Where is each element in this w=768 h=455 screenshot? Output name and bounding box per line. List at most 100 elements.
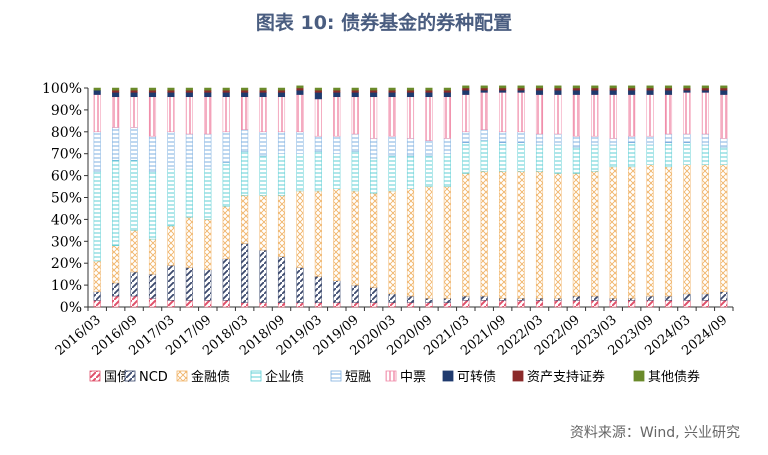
bar-segment: [277, 87, 286, 91]
bar-segment: [130, 92, 138, 98]
bar-segment: [296, 267, 304, 303]
bar-segment: [664, 85, 673, 89]
bar-segment: [646, 135, 654, 146]
bar-segment: [683, 133, 691, 144]
bar-segment: [554, 87, 562, 91]
bar-segment: [701, 144, 709, 165]
bar-segment: [425, 140, 433, 157]
bar-segment: [185, 168, 193, 218]
legend-swatch: [633, 370, 645, 382]
bar-segment: [646, 295, 654, 301]
bar-segment: [204, 219, 212, 271]
bar-segment: [370, 96, 378, 139]
bar-segment: [314, 276, 322, 303]
bar-segment: [462, 295, 470, 301]
bar-segment: [572, 135, 580, 148]
bar-segment: [185, 89, 193, 93]
bar-segment: [370, 192, 378, 288]
bar-segment: [167, 265, 175, 301]
bar-segment: [370, 302, 378, 308]
legend-label: 短融: [345, 370, 371, 385]
bar-segment: [480, 295, 488, 301]
bar-segment: [609, 89, 617, 95]
legend-swatch: [385, 370, 397, 382]
bar-segment: [535, 89, 544, 95]
bar-segment: [112, 96, 120, 128]
bar-segment: [296, 94, 304, 133]
bar-segment: [406, 89, 415, 93]
bar-segment: [664, 166, 673, 297]
bar-segment: [93, 291, 101, 301]
bar-segment: [204, 269, 212, 301]
bar-segment: [406, 302, 415, 308]
bar-segment: [351, 284, 359, 303]
bar-segment: [93, 94, 101, 133]
bar-segment: [646, 87, 654, 91]
bar-segment: [222, 258, 230, 301]
y-tick-label: 60%: [51, 169, 82, 185]
bars-layer: [93, 85, 728, 308]
bar-segment: [148, 297, 157, 308]
bar-segment: [646, 85, 654, 89]
bar-segment: [406, 295, 415, 303]
bar-segment: [609, 297, 617, 301]
bar-segment: [185, 87, 193, 91]
bar-segment: [701, 164, 709, 295]
bar-segment: [591, 94, 599, 137]
bar-segment: [296, 190, 304, 268]
bar-segment: [720, 87, 728, 91]
bar-segment: [554, 94, 562, 135]
bar-segment: [572, 89, 580, 95]
bar-segment: [241, 195, 249, 244]
bar-segment: [572, 87, 580, 91]
bar-segment: [148, 92, 157, 98]
legend-label: 其他债券: [648, 369, 700, 385]
bar-segment: [462, 300, 470, 308]
bar-segment: [591, 87, 599, 91]
bar-segment: [462, 87, 470, 91]
bar-segment: [93, 89, 101, 95]
bar-segment: [554, 300, 562, 308]
bar-segment: [388, 135, 396, 157]
bar-segment: [609, 94, 617, 139]
bar-segment: [93, 300, 101, 308]
bar-segment: [554, 173, 562, 299]
bar-segment: [333, 302, 341, 308]
bar-segment: [112, 87, 120, 91]
bar-segment: [683, 89, 691, 93]
bar-segment: [333, 96, 341, 137]
bar-segment: [720, 89, 728, 95]
bar-segment: [646, 300, 654, 308]
bar-segment: [406, 92, 415, 98]
bar-segment: [517, 170, 525, 299]
bar-segment: [204, 168, 212, 220]
bar-segment: [646, 164, 654, 297]
bar-segment: [406, 87, 415, 91]
bar-segment: [314, 151, 322, 192]
bar-segment: [554, 297, 562, 301]
bar-segment: [351, 92, 359, 98]
bar-segment: [535, 85, 544, 89]
bar-segment: [167, 92, 175, 98]
bar-segment: [443, 92, 451, 98]
bar-segment: [277, 256, 286, 303]
bar-segment: [609, 85, 617, 89]
bar-segment: [480, 89, 488, 93]
bar-segment: [351, 96, 359, 135]
bar-segment: [443, 89, 451, 93]
bar-segment: [259, 302, 267, 308]
bar-segment: [499, 142, 507, 172]
bar-segment: [314, 89, 322, 93]
bar-segment: [591, 300, 599, 308]
bar-segment: [480, 170, 488, 297]
bar-segment: [443, 96, 451, 139]
bar-segment: [148, 273, 157, 299]
bar-segment: [241, 96, 249, 130]
bar-segment: [720, 146, 728, 165]
bar-segment: [241, 129, 249, 152]
bar-segment: [333, 87, 341, 91]
bar-segment: [222, 131, 230, 163]
bar-segment: [628, 142, 636, 168]
bar-segment: [720, 291, 728, 301]
bar-segment: [333, 280, 341, 303]
